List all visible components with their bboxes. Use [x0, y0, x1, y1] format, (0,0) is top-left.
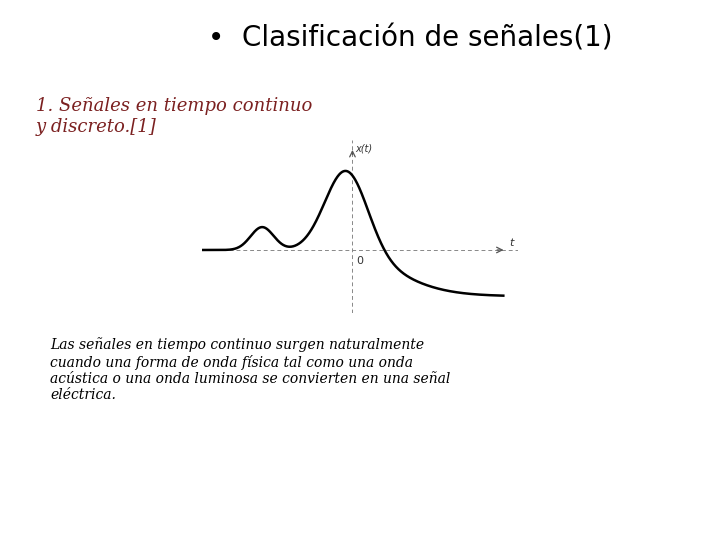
Text: Las señales en tiempo continuo surgen naturalmente
cuando una forma de onda físi: Las señales en tiempo continuo surgen na…: [50, 338, 451, 402]
Text: 0: 0: [356, 256, 363, 266]
Text: •  Clasificación de señales(1): • Clasificación de señales(1): [208, 24, 613, 52]
Text: t: t: [509, 238, 514, 248]
Text: x(t): x(t): [355, 144, 372, 154]
Text: 1. Señales en tiempo continuo
y discreto.[1]: 1. Señales en tiempo continuo y discreto…: [36, 97, 312, 136]
